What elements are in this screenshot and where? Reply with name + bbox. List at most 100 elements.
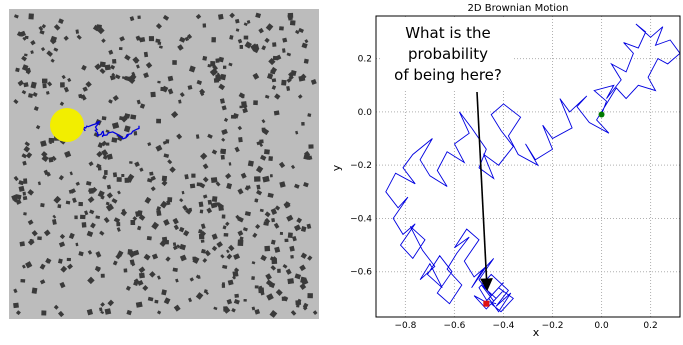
small-particle [111,122,120,129]
small-particle [75,181,80,186]
small-particle [132,56,140,64]
y-axis-label: y [330,164,343,171]
small-particle [200,223,206,230]
small-particle [115,253,122,260]
small-particle [19,241,25,247]
small-particle [207,63,212,68]
small-particle [175,278,179,283]
small-particle [21,153,27,159]
y-tick-label: 0.2 [358,55,372,65]
small-particle [104,170,108,175]
small-particle [191,173,196,178]
small-particle [239,44,244,49]
small-particle [128,250,136,258]
small-particle [69,171,73,176]
small-particle [270,239,276,245]
small-particle [244,185,250,191]
small-particle [202,55,208,61]
small-particle [254,308,261,315]
small-particle [82,86,88,92]
small-particle [24,141,30,147]
small-particle [38,25,44,31]
small-particle [148,36,155,42]
small-particle [93,132,100,138]
small-particle [210,202,218,209]
small-particle [222,65,227,69]
small-particle [78,93,83,99]
small-particle [202,257,208,263]
small-particle [151,221,160,230]
small-particle [284,238,289,243]
small-particle [22,36,27,41]
small-particle [185,208,192,215]
small-particle [156,118,162,124]
small-particle [294,29,300,35]
small-particle [274,205,281,211]
small-particle [221,283,226,288]
small-particle [78,251,84,257]
small-particle [40,46,46,52]
small-particle [270,66,278,74]
small-particle [30,50,34,54]
small-particle [179,243,187,251]
small-particle [144,196,152,204]
small-particle [59,281,66,289]
small-particle [173,224,179,231]
small-particle [163,219,170,226]
small-particle [46,171,51,177]
small-particle [290,254,294,259]
small-particle [259,139,264,144]
small-particle [226,249,230,254]
small-particle [59,101,65,106]
small-particle [66,257,71,262]
small-particle [172,217,179,225]
small-particle [138,266,146,274]
small-particle [300,252,308,259]
small-particle [65,200,71,205]
small-particle [95,266,101,271]
small-particle [97,26,105,35]
small-particle [215,58,220,63]
small-particle [146,235,152,241]
small-particle [15,67,20,73]
x-tick-label: 0.2 [643,321,657,331]
small-particle [165,256,171,262]
small-particle [223,117,229,122]
small-particle [99,230,105,236]
small-particle [266,293,274,301]
small-particle [53,47,59,52]
small-particle [166,200,171,206]
small-particle [25,152,33,159]
small-particle [244,211,251,217]
small-particle [307,255,313,261]
small-particle [274,93,281,100]
small-particle [48,137,55,143]
small-particle [303,182,309,188]
small-particle [230,114,237,119]
small-particle [151,253,159,260]
small-particle [15,198,22,205]
small-particle [124,54,131,61]
small-particle [118,47,123,51]
small-particle [105,142,110,146]
small-particle [268,57,276,66]
small-particle [157,310,162,315]
small-particle [301,121,305,126]
point-markers [483,111,605,307]
small-particle [235,28,240,32]
small-particle [278,161,286,169]
small-particle [170,110,179,119]
small-particle [85,180,92,186]
small-particle [23,82,29,88]
small-particle [156,210,162,217]
small-particle [220,154,225,160]
small-particle [18,185,25,192]
small-particle [114,74,121,80]
small-particle [292,236,297,242]
big-particle [50,108,84,142]
small-particle [13,288,18,294]
small-particles [11,12,318,318]
small-particle [150,175,156,181]
small-particle [179,254,187,262]
small-particle [23,212,27,216]
